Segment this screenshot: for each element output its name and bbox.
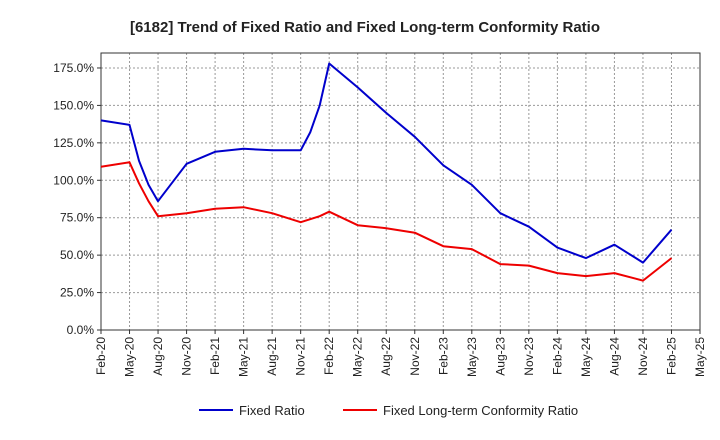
x-tick-label: May-21 xyxy=(237,337,251,377)
series-line-1 xyxy=(100,161,673,282)
x-tick-label: May-23 xyxy=(465,337,479,377)
legend: Fixed Ratio Fixed Long-term Conformity Ra… xyxy=(199,403,578,418)
x-tick-label: Aug-22 xyxy=(379,337,393,376)
y-tick-label: 0.0% xyxy=(67,323,95,337)
x-tick-label: Aug-20 xyxy=(151,337,165,376)
plot-area xyxy=(100,52,701,331)
x-tick-label: Nov-24 xyxy=(636,337,650,376)
x-tick-label: Aug-21 xyxy=(265,337,279,376)
y-tick-label: 100.0% xyxy=(53,173,94,187)
chart-title: [6182] Trend of Fixed Ratio and Fixed Lo… xyxy=(130,19,600,36)
y-tick-label: 150.0% xyxy=(53,98,94,112)
legend-label-0: Fixed Ratio xyxy=(239,403,305,418)
x-tick-label: May-24 xyxy=(579,337,593,377)
x-tick-label: Feb-20 xyxy=(94,337,108,375)
x-tick-label: Feb-23 xyxy=(436,337,450,375)
x-tick-label: May-25 xyxy=(693,337,707,377)
x-tick-label: Aug-23 xyxy=(493,337,507,376)
x-tick-label: Feb-24 xyxy=(550,337,564,375)
x-tick-label: Feb-21 xyxy=(208,337,222,375)
y-tick-label: 125.0% xyxy=(53,136,94,150)
x-tick-label: May-20 xyxy=(123,337,137,377)
series-line-0 xyxy=(100,62,673,264)
grid xyxy=(101,53,700,330)
series-layer xyxy=(100,62,673,282)
y-tick-label: 175.0% xyxy=(53,61,94,75)
x-axis: Feb-20 May-20 Aug-20 Nov-20 Feb-21 May-21 Aug-… xyxy=(94,330,707,377)
y-tick-label: 25.0% xyxy=(60,286,94,300)
x-tick-label: Nov-22 xyxy=(408,337,422,376)
x-tick-label: Feb-22 xyxy=(322,337,336,375)
y-tick-label: 75.0% xyxy=(60,211,94,225)
x-tick-label: Aug-24 xyxy=(607,337,621,376)
x-tick-label: Nov-20 xyxy=(180,337,194,376)
y-tick-label: 50.0% xyxy=(60,248,94,262)
x-tick-label: Nov-21 xyxy=(294,337,308,376)
x-tick-label: Feb-25 xyxy=(664,337,678,375)
x-tick-label: May-22 xyxy=(351,337,365,377)
legend-label-1: Fixed Long-term Conformity Ratio xyxy=(383,403,578,418)
x-tick-label: Nov-23 xyxy=(522,337,536,376)
y-axis: 0.0% 25.0% 50.0% 75.0% 100.0% 125.0% 150.0% 175… xyxy=(53,61,101,337)
